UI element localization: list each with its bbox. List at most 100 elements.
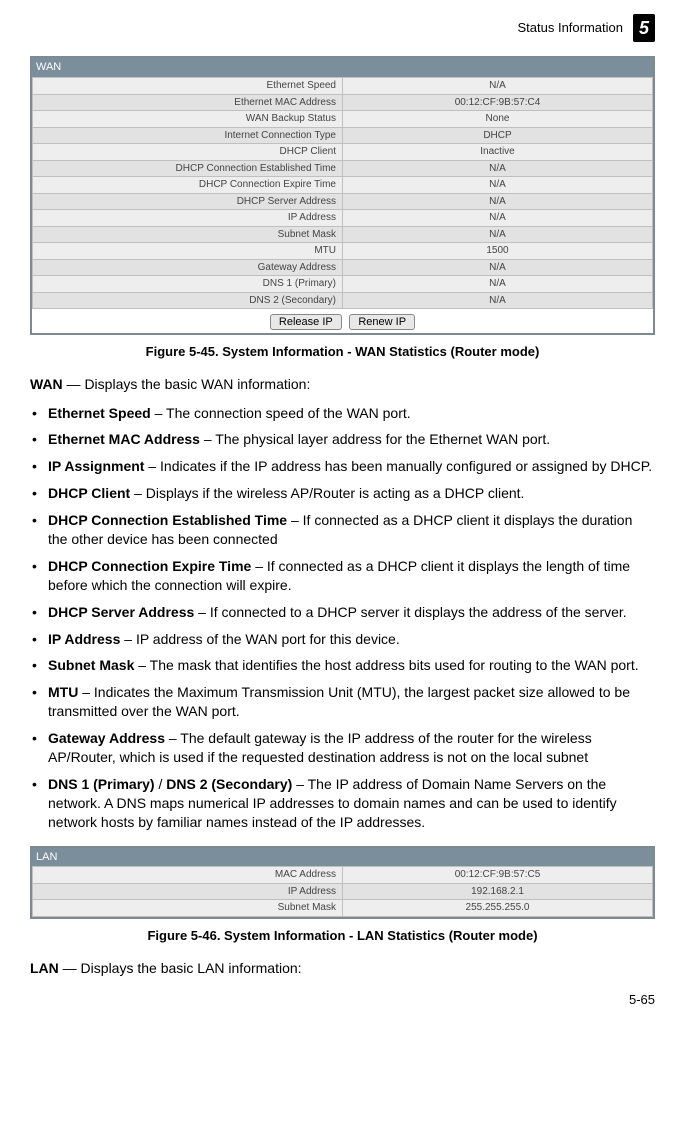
row-value: 00:12:CF:9B:57:C5 xyxy=(343,867,653,884)
row-value: N/A xyxy=(343,78,653,95)
bullet-rest: – Indicates if the IP address has been m… xyxy=(144,458,652,474)
row-label: DHCP Client xyxy=(33,144,343,161)
row-value: None xyxy=(343,111,653,128)
row-label: Subnet Mask xyxy=(33,226,343,243)
wan-intro: WAN — Displays the basic WAN information… xyxy=(30,375,655,394)
bullet-rest: – If connected to a DHCP server it displ… xyxy=(194,604,626,620)
bullet-rest: – The physical layer address for the Eth… xyxy=(200,431,550,447)
bullet-term: DHCP Server Address xyxy=(48,604,194,620)
chapter-number-box: 5 xyxy=(633,14,655,42)
renew-ip-button[interactable]: Renew IP xyxy=(349,314,415,330)
wan-panel-title: WAN xyxy=(32,58,653,77)
figure-caption-wan: Figure 5-45. System Information - WAN St… xyxy=(30,343,655,361)
row-value: N/A xyxy=(343,259,653,276)
table-row: IP Address192.168.2.1 xyxy=(33,883,653,900)
bullet-term: IP Address xyxy=(48,631,120,647)
bullet-term: DNS 2 (Secondary) xyxy=(166,776,292,792)
row-value: N/A xyxy=(343,177,653,194)
page-number: 5-65 xyxy=(30,991,655,1009)
bullet-term: MTU xyxy=(48,684,78,700)
list-item: IP Address – IP address of the WAN port … xyxy=(30,630,655,649)
row-label: DNS 2 (Secondary) xyxy=(33,292,343,309)
row-label: MAC Address xyxy=(33,867,343,884)
bullet-rest: – Displays if the wireless AP/Router is … xyxy=(130,485,524,501)
row-value: N/A xyxy=(343,276,653,293)
lan-panel: LAN MAC Address00:12:CF:9B:57:C5IP Addre… xyxy=(30,846,655,919)
bullet-term: IP Assignment xyxy=(48,458,144,474)
bullet-term: Subnet Mask xyxy=(48,657,134,673)
lan-table: MAC Address00:12:CF:9B:57:C5IP Address19… xyxy=(32,866,653,917)
row-label: Subnet Mask xyxy=(33,900,343,917)
row-value: DHCP xyxy=(343,127,653,144)
bullet-term: Ethernet Speed xyxy=(48,405,151,421)
bullet-rest: – Indicates the Maximum Transmission Uni… xyxy=(48,684,630,719)
table-row: Gateway AddressN/A xyxy=(33,259,653,276)
table-row: IP AddressN/A xyxy=(33,210,653,227)
release-ip-button[interactable]: Release IP xyxy=(270,314,342,330)
list-item: DHCP Connection Established Time – If co… xyxy=(30,511,655,549)
list-item: IP Assignment – Indicates if the IP addr… xyxy=(30,457,655,476)
list-item: DHCP Server Address – If connected to a … xyxy=(30,603,655,622)
row-label: DNS 1 (Primary) xyxy=(33,276,343,293)
list-item: DHCP Client – Displays if the wireless A… xyxy=(30,484,655,503)
bullet-rest: – The connection speed of the WAN port. xyxy=(151,405,411,421)
bullet-rest: – The mask that identifies the host addr… xyxy=(134,657,638,673)
row-value: 00:12:CF:9B:57:C4 xyxy=(343,94,653,111)
row-label: IP Address xyxy=(33,210,343,227)
row-label: Gateway Address xyxy=(33,259,343,276)
row-value: N/A xyxy=(343,160,653,177)
list-item: Ethernet MAC Address – The physical laye… xyxy=(30,430,655,449)
table-row: Ethernet MAC Address00:12:CF:9B:57:C4 xyxy=(33,94,653,111)
bullet-term: DNS 1 (Primary) xyxy=(48,776,155,792)
row-label: DHCP Server Address xyxy=(33,193,343,210)
table-row: Ethernet SpeedN/A xyxy=(33,78,653,95)
row-label: MTU xyxy=(33,243,343,260)
row-label: DHCP Connection Expire Time xyxy=(33,177,343,194)
bullet-term: Ethernet MAC Address xyxy=(48,431,200,447)
row-value: Inactive xyxy=(343,144,653,161)
bullet-term: Gateway Address xyxy=(48,730,165,746)
table-row: DNS 1 (Primary)N/A xyxy=(33,276,653,293)
lan-intro-rest: — Displays the basic LAN information: xyxy=(59,960,302,976)
bullet-slash: / xyxy=(155,776,167,792)
row-value: 192.168.2.1 xyxy=(343,883,653,900)
row-value: N/A xyxy=(343,226,653,243)
wan-bullet-list: Ethernet Speed – The connection speed of… xyxy=(30,404,655,832)
list-item: MTU – Indicates the Maximum Transmission… xyxy=(30,683,655,721)
wan-panel: WAN Ethernet SpeedN/AEthernet MAC Addres… xyxy=(30,56,655,335)
figure-caption-lan: Figure 5-46. System Information - LAN St… xyxy=(30,927,655,945)
row-label: Ethernet MAC Address xyxy=(33,94,343,111)
lan-panel-title: LAN xyxy=(32,848,653,867)
table-row: Subnet Mask255.255.255.0 xyxy=(33,900,653,917)
table-row: DHCP Connection Established TimeN/A xyxy=(33,160,653,177)
row-value: N/A xyxy=(343,210,653,227)
bullet-term: DHCP Client xyxy=(48,485,130,501)
list-item: Subnet Mask – The mask that identifies t… xyxy=(30,656,655,675)
table-row: DHCP Server AddressN/A xyxy=(33,193,653,210)
list-item: Gateway Address – The default gateway is… xyxy=(30,729,655,767)
table-row: Subnet MaskN/A xyxy=(33,226,653,243)
table-row: DHCP ClientInactive xyxy=(33,144,653,161)
row-value: N/A xyxy=(343,193,653,210)
table-row: DNS 2 (Secondary)N/A xyxy=(33,292,653,309)
row-label: WAN Backup Status xyxy=(33,111,343,128)
wan-table: Ethernet SpeedN/AEthernet MAC Address00:… xyxy=(32,77,653,309)
row-label: IP Address xyxy=(33,883,343,900)
wan-intro-term: WAN xyxy=(30,376,63,392)
bullet-term: DHCP Connection Established Time xyxy=(48,512,287,528)
row-label: DHCP Connection Established Time xyxy=(33,160,343,177)
table-row: MAC Address00:12:CF:9B:57:C5 xyxy=(33,867,653,884)
table-row: DHCP Connection Expire TimeN/A xyxy=(33,177,653,194)
row-label: Ethernet Speed xyxy=(33,78,343,95)
table-row: Internet Connection TypeDHCP xyxy=(33,127,653,144)
row-value: N/A xyxy=(343,292,653,309)
list-item: DHCP Connection Expire Time – If connect… xyxy=(30,557,655,595)
header-section-title: Status Information xyxy=(517,19,623,37)
list-item: DNS 1 (Primary) / DNS 2 (Secondary) – Th… xyxy=(30,775,655,832)
row-value: 255.255.255.0 xyxy=(343,900,653,917)
wan-button-row: Release IP Renew IP xyxy=(32,309,653,333)
bullet-rest: – IP address of the WAN port for this de… xyxy=(120,631,399,647)
table-row: MTU1500 xyxy=(33,243,653,260)
row-label: Internet Connection Type xyxy=(33,127,343,144)
row-value: 1500 xyxy=(343,243,653,260)
